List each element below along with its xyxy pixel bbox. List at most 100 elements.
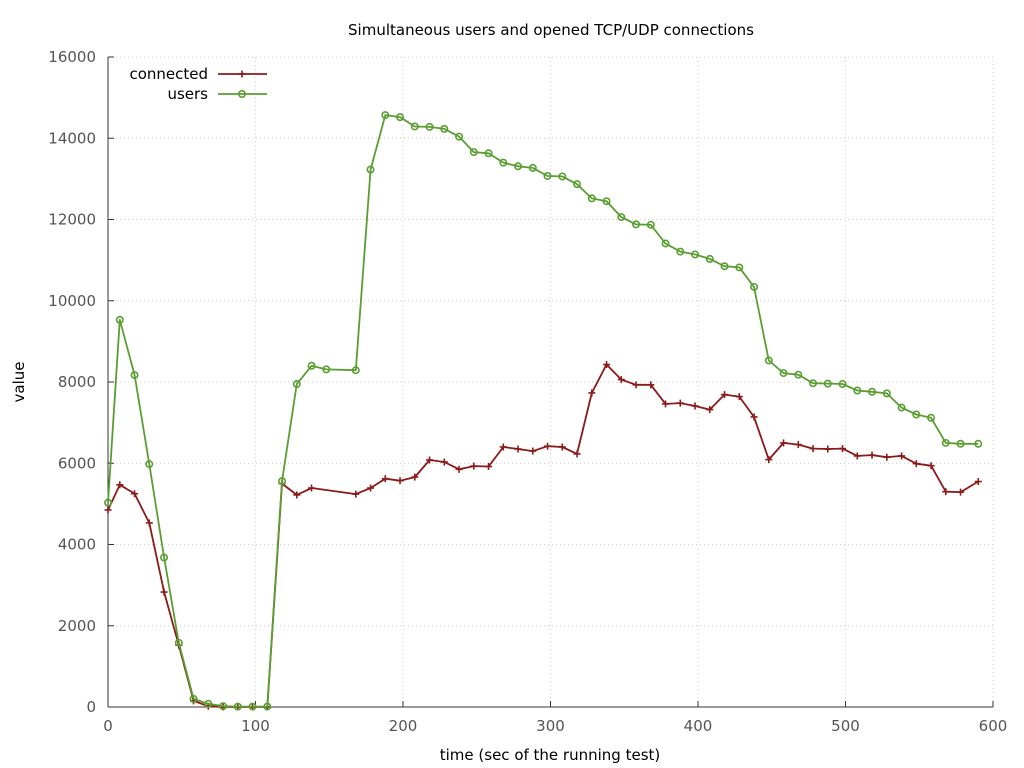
data-point-users bbox=[292, 380, 301, 389]
data-point-connected bbox=[957, 488, 965, 496]
data-point-connected bbox=[160, 588, 168, 596]
data-point-users bbox=[676, 247, 685, 256]
data-point-users bbox=[882, 389, 891, 398]
data-point-connected bbox=[145, 519, 153, 527]
data-point-connected bbox=[603, 361, 611, 369]
data-point-users bbox=[396, 113, 405, 122]
x-tick-label: 200 bbox=[389, 717, 418, 735]
data-point-connected bbox=[721, 391, 729, 399]
grid bbox=[108, 57, 993, 707]
legend-marker bbox=[238, 90, 247, 99]
data-point-users bbox=[115, 315, 124, 324]
y-tick-label: 0 bbox=[86, 698, 96, 716]
data-point-users bbox=[514, 162, 523, 171]
data-point-connected bbox=[381, 475, 389, 483]
data-point-users bbox=[617, 213, 626, 222]
data-point-users bbox=[705, 254, 714, 263]
data-point-connected bbox=[367, 484, 375, 492]
data-point-users bbox=[602, 197, 611, 206]
data-point-users bbox=[455, 132, 464, 141]
legend-label: connected bbox=[129, 65, 208, 83]
data-point-connected bbox=[558, 443, 566, 451]
data-point-users bbox=[912, 410, 921, 419]
data-point-users bbox=[868, 387, 877, 396]
data-point-connected bbox=[883, 453, 891, 461]
data-point-users bbox=[484, 149, 493, 158]
data-point-connected bbox=[293, 491, 301, 499]
data-point-connected bbox=[104, 506, 112, 514]
data-point-connected bbox=[632, 381, 640, 389]
x-tick-label: 0 bbox=[103, 717, 113, 735]
data-point-connected bbox=[308, 484, 316, 492]
data-point-users bbox=[853, 386, 862, 395]
series-users bbox=[104, 111, 983, 711]
legend-item-users: users bbox=[167, 85, 267, 103]
data-point-users bbox=[381, 111, 390, 120]
data-point-connected bbox=[485, 463, 493, 470]
data-point-users bbox=[189, 694, 198, 703]
data-point-users bbox=[219, 702, 228, 711]
data-point-users bbox=[720, 262, 729, 271]
data-point-connected bbox=[544, 442, 552, 450]
legend-label: users bbox=[167, 85, 208, 103]
data-point-users bbox=[974, 439, 983, 448]
data-point-connected bbox=[898, 452, 906, 460]
data-point-users bbox=[174, 638, 183, 647]
data-point-users bbox=[366, 165, 375, 174]
data-point-users bbox=[838, 380, 847, 389]
data-point-users bbox=[528, 163, 537, 172]
data-point-users bbox=[941, 438, 950, 447]
y-tick-label: 16000 bbox=[48, 48, 96, 66]
data-point-connected bbox=[455, 465, 463, 473]
series-connected bbox=[104, 361, 982, 711]
data-point-users bbox=[573, 180, 582, 189]
data-point-users bbox=[160, 553, 169, 562]
data-point-connected bbox=[514, 445, 522, 453]
data-point-users bbox=[499, 158, 508, 167]
y-axis-label: value bbox=[10, 362, 28, 403]
legend-marker bbox=[238, 70, 246, 78]
data-point-connected bbox=[706, 406, 714, 414]
series-line-connected bbox=[107, 363, 979, 708]
y-tick-label: 2000 bbox=[58, 617, 96, 635]
data-point-connected bbox=[426, 456, 434, 464]
data-point-users bbox=[307, 361, 316, 370]
data-point-users bbox=[927, 413, 936, 422]
data-point-users bbox=[661, 239, 670, 248]
data-point-users bbox=[691, 250, 700, 259]
data-point-connected bbox=[617, 376, 625, 384]
series bbox=[104, 111, 983, 711]
x-tick-label: 100 bbox=[241, 717, 270, 735]
data-point-connected bbox=[853, 452, 861, 460]
y-tick-label: 4000 bbox=[58, 536, 96, 554]
data-point-users bbox=[263, 702, 272, 711]
data-point-users bbox=[469, 148, 478, 157]
data-point-users bbox=[130, 371, 139, 380]
x-tick-label: 400 bbox=[684, 717, 713, 735]
x-tick-label: 300 bbox=[536, 717, 565, 735]
data-point-connected bbox=[809, 445, 817, 453]
data-point-connected bbox=[780, 439, 788, 447]
ticks: 0 100 200 300 400 500 600020004000600080001000… bbox=[48, 48, 1007, 735]
data-point-connected bbox=[647, 381, 655, 389]
data-point-users bbox=[956, 439, 965, 448]
data-point-users bbox=[204, 699, 213, 708]
data-point-connected bbox=[116, 481, 124, 489]
data-point-connected bbox=[750, 413, 758, 421]
data-point-users bbox=[248, 702, 257, 711]
data-point-users bbox=[351, 366, 360, 375]
data-point-connected bbox=[912, 460, 920, 468]
chart-title: Simultaneous users and opened TCP/UDP co… bbox=[348, 21, 754, 39]
data-point-users bbox=[897, 403, 906, 412]
data-point-connected bbox=[588, 389, 596, 397]
legend: connected users bbox=[129, 65, 267, 103]
data-point-connected bbox=[974, 478, 982, 486]
data-point-users bbox=[410, 122, 419, 131]
data-point-users bbox=[145, 460, 154, 469]
data-point-users bbox=[587, 194, 596, 203]
data-point-users bbox=[764, 356, 773, 365]
data-point-connected bbox=[824, 445, 832, 453]
data-point-connected bbox=[676, 399, 684, 407]
data-point-connected bbox=[765, 456, 773, 464]
